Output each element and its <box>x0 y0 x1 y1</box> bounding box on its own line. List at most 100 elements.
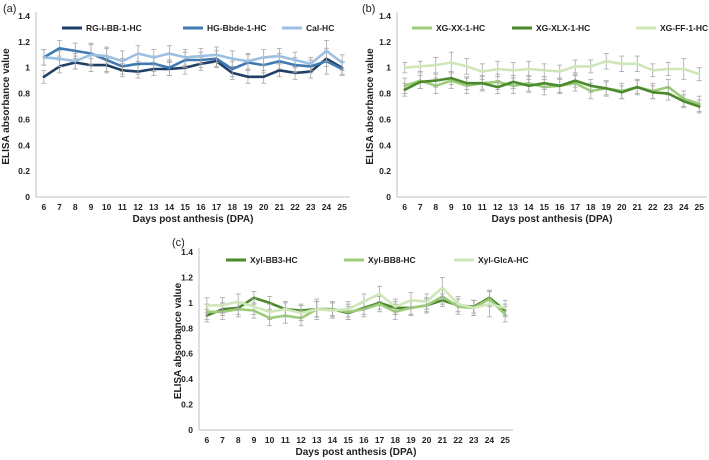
y-tick-label: 0.2 <box>379 166 391 176</box>
x-tick-label: 6 <box>402 202 407 212</box>
x-tick-label: 18 <box>228 202 238 212</box>
data-point <box>504 307 507 309</box>
series-XG-FF-1-HC <box>402 51 702 82</box>
data-point <box>284 308 287 311</box>
y-tick-label: 0.4 <box>181 374 193 384</box>
x-tick-label: 16 <box>555 202 565 212</box>
data-point <box>682 68 685 70</box>
data-point <box>253 296 255 299</box>
x-tick-label: 18 <box>586 202 596 212</box>
data-point <box>496 68 499 70</box>
legend-label: XG-FF-1-HC <box>660 23 708 33</box>
y-tick-label: 1.2 <box>18 37 30 47</box>
legend-item: Xyl-BB8-HC <box>344 255 416 265</box>
data-point <box>698 73 701 76</box>
legend-item: RG-I-BB-1-HC <box>62 23 142 33</box>
chart-panel-1: (a) 0 0.2 0.4 0.6 0.8 1 1.2 1.4 6 7 8 9 10 11 12 13 14 15 1… <box>1 3 350 225</box>
x-tick-label: 20 <box>259 202 269 212</box>
x-tick-label: 21 <box>275 202 285 212</box>
data-point <box>651 69 654 72</box>
data-point <box>698 105 701 108</box>
y-tick-label: 1.4 <box>379 11 391 21</box>
data-point <box>450 61 453 64</box>
data-point <box>496 86 499 89</box>
x-tick-label: 24 <box>679 202 689 212</box>
data-point <box>168 66 171 69</box>
legend-label: Xyl-GlcA-HC <box>478 255 529 265</box>
y-tick-label: 1 <box>386 63 391 73</box>
data-point <box>558 84 561 87</box>
data-point <box>137 62 139 65</box>
x-tick-label: 19 <box>243 202 253 212</box>
data-point <box>574 65 577 68</box>
x-tick-label: 22 <box>648 202 658 212</box>
data-point <box>347 308 350 311</box>
x-tick-label: 15 <box>343 435 353 445</box>
data-point <box>253 305 255 308</box>
data-point <box>278 55 281 57</box>
x-tick-label: 6 <box>204 435 209 445</box>
data-point <box>90 53 92 56</box>
y-tick-label: 0 <box>188 425 193 435</box>
data-point <box>231 57 234 60</box>
data-point <box>262 56 265 59</box>
y-tick-label: 1 <box>188 298 193 308</box>
x-tick-label: 13 <box>149 202 159 212</box>
data-point <box>394 305 397 308</box>
data-point <box>620 91 623 94</box>
data-point <box>268 310 271 313</box>
data-point <box>543 82 546 85</box>
panel-label: (a) <box>3 3 16 15</box>
y-tick-label: 0.6 <box>379 114 391 124</box>
data-point <box>247 60 249 63</box>
y-tick-label: 1.2 <box>379 37 391 47</box>
data-point <box>527 84 530 87</box>
x-tick-label: 17 <box>212 202 222 212</box>
y-tick-label: 1.2 <box>181 272 193 282</box>
legend-label: Cal-HC <box>306 23 334 33</box>
series-Xyl-GlcA-HC <box>204 277 508 322</box>
x-tick-label: 14 <box>524 202 534 212</box>
data-point <box>682 100 685 103</box>
legend-label: Xyl-BB8-HC <box>368 255 416 265</box>
data-point <box>331 309 334 312</box>
x-tick-label: 14 <box>165 202 175 212</box>
data-point <box>378 303 381 306</box>
x-tick-label: 8 <box>433 202 438 212</box>
series-Xyl-BB8-HC <box>204 288 508 327</box>
data-point <box>199 55 202 57</box>
data-point <box>651 91 654 94</box>
x-tick-label: 19 <box>602 202 612 212</box>
legend-item: Cal-HC <box>282 23 334 33</box>
data-point <box>152 56 155 59</box>
x-tick-label: 18 <box>391 435 401 445</box>
data-point <box>74 50 77 52</box>
data-point <box>237 300 240 303</box>
x-tick-label: 16 <box>196 202 206 212</box>
x-tick-label: 8 <box>73 202 78 212</box>
x-tick-label: 24 <box>485 435 495 445</box>
x-tick-label: 23 <box>306 202 316 212</box>
data-point <box>434 64 437 67</box>
legend: XG-XX-1-HC XG-XLX-1-HC XG-FF-1-HC <box>412 23 708 33</box>
legend-label: HG-Bbde-1-HC <box>207 23 267 33</box>
y-tick-label: 1.4 <box>181 247 193 257</box>
x-tick-label: 9 <box>449 202 454 212</box>
legend-item: HG-Bbde-1-HC <box>183 23 267 33</box>
data-point <box>527 68 530 70</box>
data-point <box>667 92 670 95</box>
data-point <box>325 50 328 52</box>
data-point <box>457 303 459 306</box>
y-tick-label: 0.6 <box>18 114 30 124</box>
x-axis-title: Days post anthesis (DPA) <box>296 447 417 458</box>
y-tick-label: 0 <box>386 192 391 202</box>
data-point <box>441 286 444 289</box>
series-line <box>205 286 507 315</box>
y-tick-label: 0.2 <box>18 166 30 176</box>
data-point <box>589 84 592 87</box>
x-tick-label: 11 <box>281 435 290 445</box>
series-XG-XLX-1-HC <box>402 71 702 114</box>
series-line <box>42 49 344 66</box>
x-tick-label: 21 <box>438 435 448 445</box>
data-point <box>589 65 592 68</box>
